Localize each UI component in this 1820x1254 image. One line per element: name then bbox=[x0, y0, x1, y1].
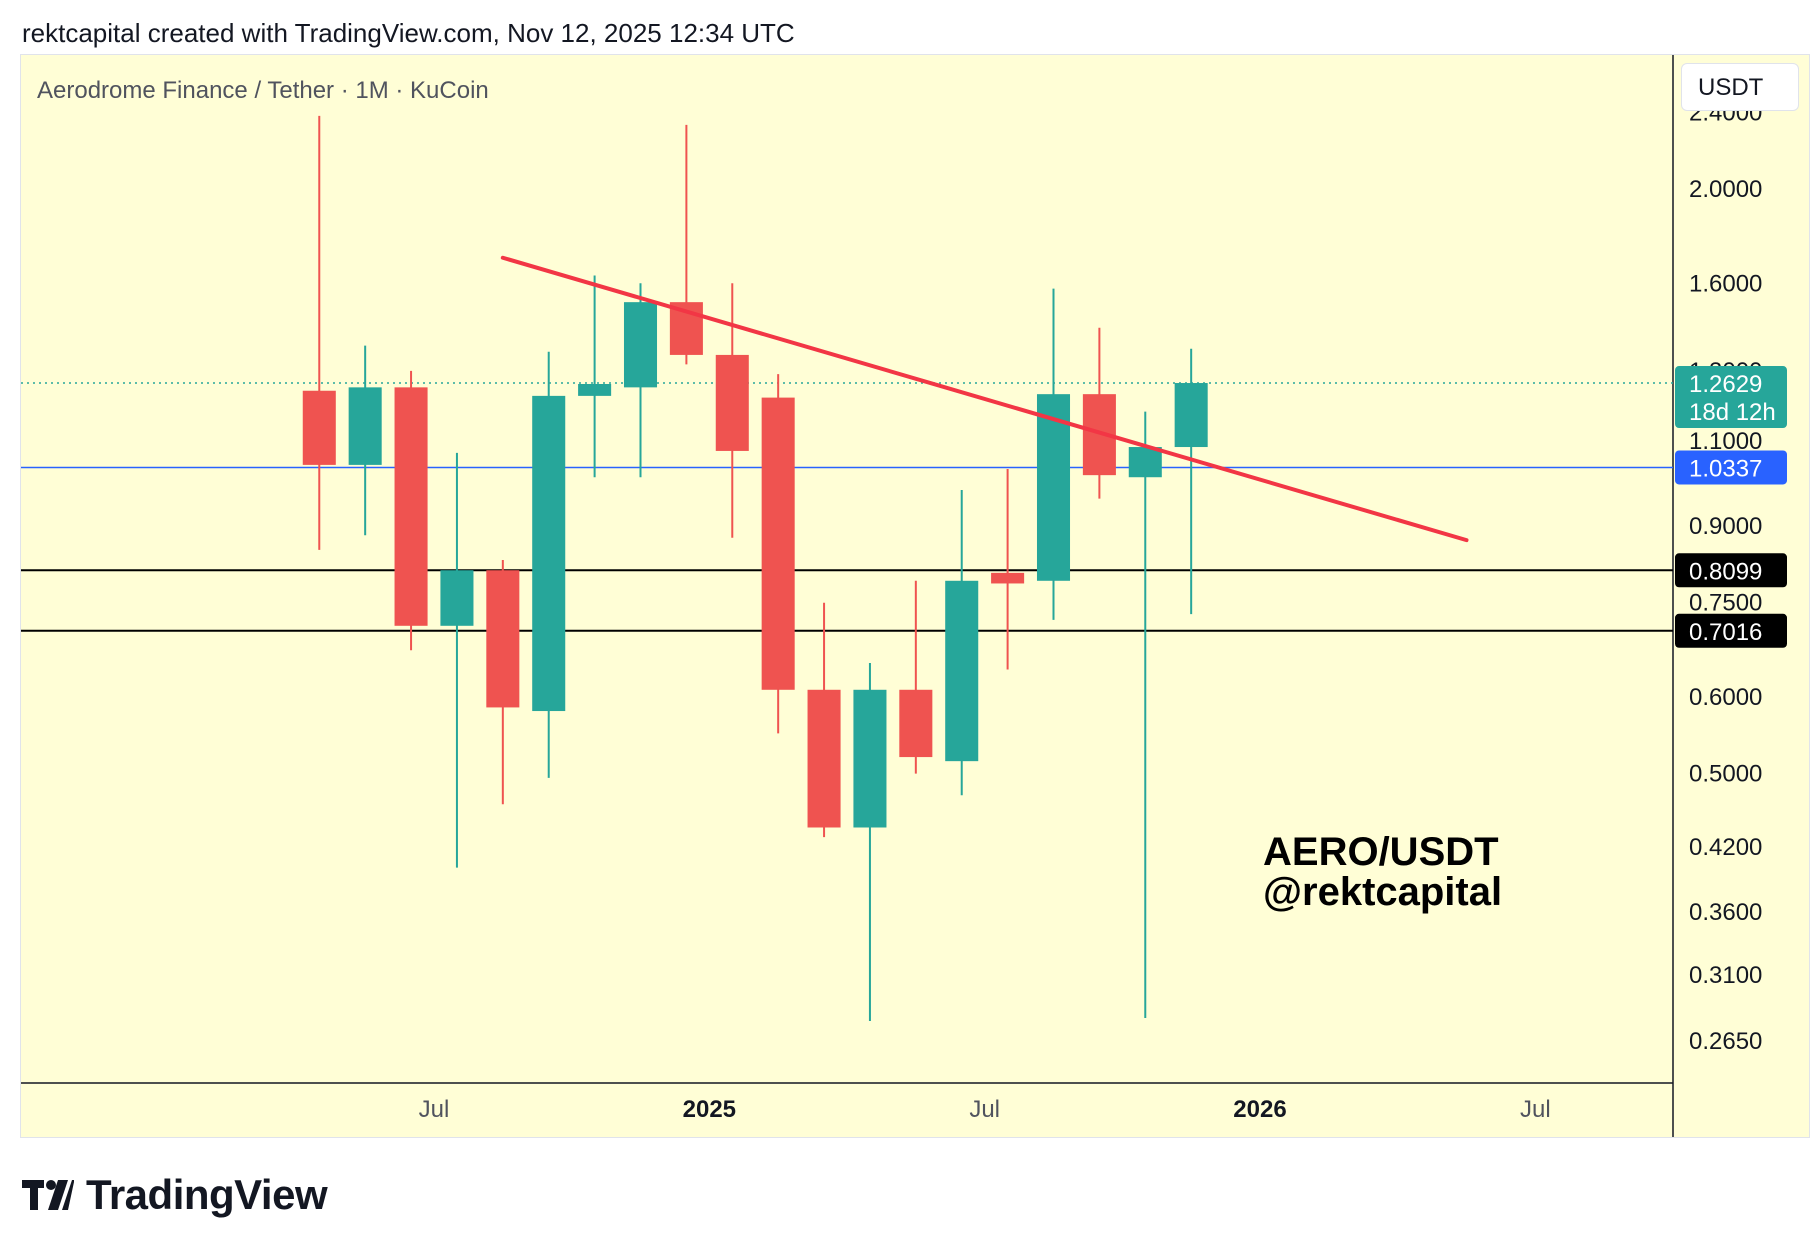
y-tick-label: 0.4200 bbox=[1689, 834, 1762, 861]
watermark-pair: AERO/USDT bbox=[1263, 830, 1499, 874]
y-tick-label: 0.2650 bbox=[1689, 1028, 1762, 1055]
downtrend-line bbox=[500, 255, 1469, 543]
watermark-handle: @rektcapital bbox=[1263, 870, 1502, 914]
currency-selector[interactable]: USDT bbox=[1681, 63, 1799, 111]
tradingview-brand: TradingView bbox=[86, 1171, 328, 1218]
candle-body bbox=[807, 689, 841, 828]
blue-level-price-label-bg bbox=[1675, 450, 1787, 485]
symbol-title: Aerodrome Finance / Tether · 1M · KuCoin bbox=[37, 77, 489, 104]
candle-body bbox=[532, 395, 566, 712]
candle-body bbox=[761, 397, 795, 690]
candle-body bbox=[348, 387, 382, 465]
candle-body bbox=[899, 689, 933, 758]
candle-body bbox=[1128, 447, 1162, 478]
y-tick-label: 0.5000 bbox=[1689, 761, 1762, 788]
support-lower-price-label: 0.7016 bbox=[1689, 619, 1762, 646]
candle-body bbox=[623, 302, 658, 388]
price-chart[interactable]: 2.40002.00001.60001.30001.10000.90000.75… bbox=[21, 55, 1809, 1137]
x-tick-label: Jul bbox=[969, 1096, 1000, 1123]
x-tick-label: Jul bbox=[1520, 1096, 1551, 1123]
blue-level-price-label: 1.0337 bbox=[1689, 455, 1762, 482]
price-axis-background bbox=[1673, 55, 1809, 1137]
countdown-label: 18d 12h bbox=[1689, 399, 1776, 426]
last-price-price-label-bg bbox=[1675, 366, 1787, 429]
y-tick-label: 0.3100 bbox=[1689, 962, 1762, 989]
x-tick-label: Jul bbox=[419, 1096, 450, 1123]
candle-body bbox=[302, 390, 336, 465]
candle-body bbox=[715, 354, 749, 451]
candle-body bbox=[853, 689, 887, 828]
candle-body bbox=[945, 580, 979, 762]
tradingview-footer: TradingView bbox=[22, 1168, 328, 1222]
candle-body bbox=[578, 384, 612, 396]
x-tick-label: 2025 bbox=[683, 1096, 736, 1123]
candle-body bbox=[394, 387, 428, 626]
candle-body bbox=[1036, 394, 1071, 581]
candle-body bbox=[1174, 383, 1208, 448]
y-tick-label: 0.6000 bbox=[1689, 684, 1762, 711]
chart-frame: 2.40002.00001.60001.30001.10000.90000.75… bbox=[20, 54, 1810, 1138]
candle-body bbox=[440, 570, 474, 626]
candle-body bbox=[486, 570, 520, 708]
tradingview-logo-icon bbox=[22, 1180, 74, 1210]
candle-body bbox=[991, 572, 1025, 584]
y-tick-label: 2.0000 bbox=[1689, 176, 1762, 203]
y-tick-label: 0.9000 bbox=[1689, 513, 1762, 540]
support-upper-price-label-bg bbox=[1675, 553, 1787, 588]
y-tick-label: 1.6000 bbox=[1689, 270, 1762, 297]
support-upper-price-label: 0.8099 bbox=[1689, 558, 1762, 585]
chart-attribution: rektcapital created with TradingView.com… bbox=[22, 18, 795, 48]
support-lower-price-label-bg bbox=[1675, 613, 1787, 648]
last-price-price-label: 1.2629 bbox=[1689, 371, 1762, 398]
y-tick-label: 0.7500 bbox=[1689, 590, 1762, 617]
x-tick-label: 2026 bbox=[1233, 1096, 1286, 1123]
y-tick-label: 0.3600 bbox=[1689, 899, 1762, 926]
